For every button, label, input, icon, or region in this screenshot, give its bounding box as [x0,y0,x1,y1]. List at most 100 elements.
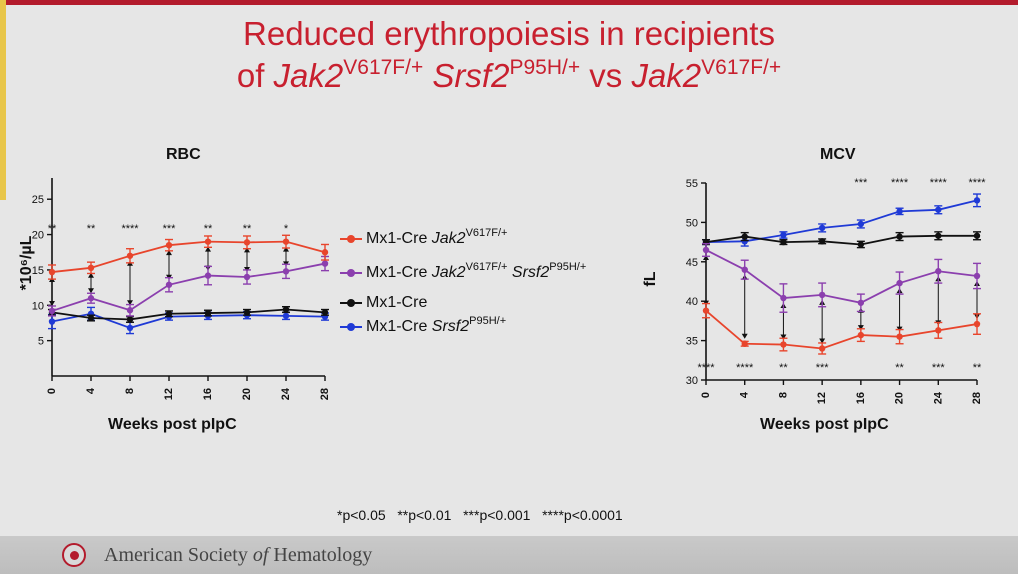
y-tick-label: 20 [32,230,44,242]
data-point [321,249,329,256]
data-point [935,232,942,239]
x-tick-label: 12 [816,392,828,404]
data-point [87,295,95,302]
x-tick-label: 4 [739,391,751,398]
data-point [741,238,748,245]
x-tick-label: 4 [85,387,97,394]
data-point [935,268,942,275]
data-point [204,272,212,279]
significance-label: *** [163,223,177,235]
y-tick-label: 25 [32,194,44,206]
data-point [204,309,212,317]
title-sup2: P95H/+ [509,56,581,79]
series-line [705,234,977,246]
data-point [126,252,134,259]
x-tick-label: 0 [46,388,58,394]
data-point [282,268,290,275]
data-point [857,220,865,228]
data-point [243,309,251,316]
legend-label: Mx1-Cre [366,230,432,247]
significance-label: **** [697,362,715,374]
significance-label: ** [243,223,252,235]
arrow-head [857,325,864,331]
legend-gene: Jak2 [431,230,466,247]
y-tick-label: 55 [686,178,698,190]
arrow-head [88,272,94,278]
significance-label: **** [930,177,948,189]
data-point [87,314,95,322]
footer-pre: American Society [104,544,253,566]
series-line [705,249,978,304]
arrow-head [283,246,289,252]
data-point [321,309,329,316]
data-point [741,233,748,240]
data-point [780,294,787,302]
x-tick-label: 24 [932,391,944,404]
series-line [705,199,978,243]
data-point [896,233,903,240]
data-point [741,266,748,273]
y-tick-label: 15 [32,265,44,277]
significance-label: ** [779,362,788,374]
legend-marker [340,269,362,277]
x-tick-label: 8 [124,388,136,394]
legend-sup: V617F/+ [465,261,508,273]
series-line [51,308,326,321]
significance-label: *** [854,177,868,189]
x-tick-label: 12 [163,388,175,400]
significance-label: * [284,223,289,235]
x-tick-label: 24 [280,387,292,400]
legend-gene: Srsf2 [431,318,470,335]
y-tick-label: 5 [38,336,44,348]
data-point [204,238,212,245]
x-tick-label: 0 [700,392,712,398]
arrow-head [166,250,172,256]
series-line [51,262,326,312]
y-tick-label: 50 [686,217,698,229]
title-sup1: V617F/+ [343,56,424,79]
legend-label: Mx1-Cre [366,264,432,281]
arrow-head [819,338,826,344]
legend-sup: V617F/+ [465,227,508,239]
data-point [165,241,173,249]
significance-label: **** [891,177,909,189]
data-point [702,246,710,254]
x-tick-label: 20 [894,392,906,404]
x-tick-label: 16 [202,388,214,400]
significance-label: *** [816,362,830,374]
significance-label: **** [736,362,754,374]
data-point [818,224,826,232]
arrow-head [244,247,250,253]
footer-post: Hematology [268,544,373,566]
y-tick-label: 10 [32,300,44,312]
significance-label: ** [204,223,213,235]
significance-label: **** [968,177,986,189]
data-point [935,327,942,334]
rbc-chart-title: RBC [166,146,201,163]
data-point [896,333,903,340]
significance-label: ** [973,362,982,374]
data-point [282,306,290,313]
mcv-x-axis-label: Weeks post pIpC [760,416,889,433]
x-tick-label: 16 [855,392,867,404]
arrow-head [703,254,709,260]
y-tick-label: 45 [686,257,698,269]
left-accent-bar [0,0,6,200]
slide-title-line2: of Jak2V617F/+ Srsf2P95H/+ vs Jak2V617F/… [0,56,1018,101]
footer-of: of [252,544,269,566]
data-point [780,231,787,239]
data-point [896,279,903,287]
title-gene3: Jak2 [631,57,702,94]
slide-title-line1: Reduced erythropoiesis in recipients [243,15,775,52]
mcv-chart-title: MCV [820,146,856,163]
data-point [165,310,173,317]
footer-org-name: American Society of Hematology [104,544,372,567]
legend-marker [340,323,362,331]
data-point [780,238,787,246]
arrow-head [205,246,211,252]
significance-label: ** [48,223,57,235]
title-gene2: Srsf2 [432,57,510,94]
title-of: of [236,57,274,94]
